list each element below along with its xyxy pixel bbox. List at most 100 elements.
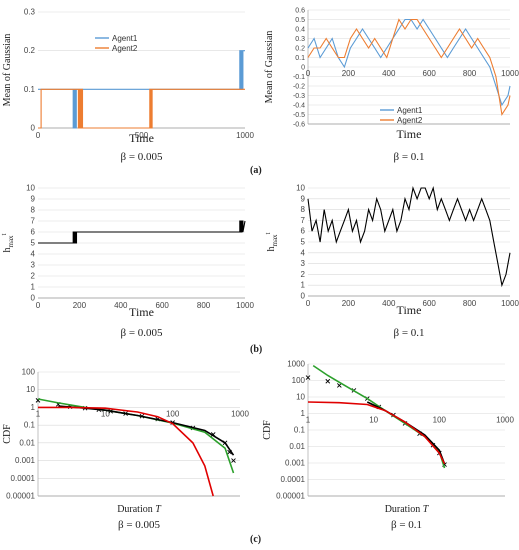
series-line-h bbox=[38, 220, 246, 244]
y-tick-label: 0.1 bbox=[294, 426, 306, 435]
x-tick-label: 400 bbox=[114, 301, 128, 310]
y-tick-label: 0.001 bbox=[285, 459, 306, 468]
legend-label: Agent1 bbox=[112, 34, 138, 43]
series-line-Agent2 bbox=[307, 18, 511, 117]
y-tick-label: 0.6 bbox=[295, 8, 305, 15]
chart-caption: β = 0.1 bbox=[391, 519, 422, 531]
x-tick-label: 1 bbox=[36, 409, 41, 418]
y-tick-label: 0.2 bbox=[24, 46, 36, 55]
y-tick-label: 0.3 bbox=[24, 8, 36, 17]
x-tick-label: 0 bbox=[36, 301, 41, 310]
y-tick-label: 7 bbox=[301, 216, 306, 225]
x-tick-label: 1000 bbox=[496, 416, 514, 425]
x-axis-label: Duration T bbox=[385, 504, 430, 515]
x-tick-label: 1000 bbox=[236, 301, 254, 310]
x-tick-label: 0 bbox=[36, 131, 41, 140]
x-axis-label: Time bbox=[129, 131, 154, 145]
y-tick-label: 1 bbox=[31, 283, 36, 292]
y-tick-label: 0.01 bbox=[19, 438, 35, 447]
x-tick-label: 200 bbox=[73, 301, 87, 310]
x-tick-label: 10 bbox=[101, 409, 110, 418]
y-tick-label: 0 bbox=[301, 65, 305, 72]
series-line-Agent2 bbox=[38, 88, 245, 129]
y-tick-label: 9 bbox=[31, 195, 36, 204]
y-tick-label: 4 bbox=[301, 248, 306, 257]
y-tick-label: 7 bbox=[31, 217, 36, 226]
x-axis-label: Time bbox=[397, 303, 422, 317]
x-tick-label: 10 bbox=[369, 416, 378, 425]
y-tick-label: 1 bbox=[301, 281, 306, 290]
chart-caption: β = 0.005 bbox=[120, 327, 163, 339]
x-tick-label: 1000 bbox=[501, 299, 519, 308]
series-line-fit-red bbox=[307, 401, 446, 465]
y-tick-label: 0.001 bbox=[15, 456, 36, 465]
y-axis-label: CDF bbox=[262, 420, 273, 440]
y-tick-label: 0.00001 bbox=[276, 492, 305, 501]
y-tick-label: 6 bbox=[31, 228, 36, 237]
legend-label: Agent2 bbox=[397, 116, 423, 125]
y-tick-label: 0 bbox=[31, 294, 36, 303]
x-tick-label: 0 bbox=[306, 69, 311, 78]
y-tick-label: 1 bbox=[31, 403, 36, 412]
y-tick-label: 0.01 bbox=[289, 442, 305, 451]
x-tick-label: 500 bbox=[135, 131, 149, 140]
y-axis-label: CDF bbox=[2, 424, 13, 444]
y-tick-label: 10 bbox=[296, 393, 305, 402]
y-tick-label: 0.1 bbox=[24, 421, 36, 430]
y-tick-label: 0.2 bbox=[295, 46, 305, 53]
y-tick-label: 10 bbox=[296, 184, 305, 193]
y-tick-label: 2 bbox=[301, 270, 306, 279]
y-tick-label: 0.4 bbox=[295, 27, 305, 34]
x-tick-label: 1000 bbox=[231, 409, 249, 418]
panel-label-b: (b) bbox=[250, 344, 263, 355]
data-point bbox=[337, 383, 342, 388]
x-tick-label: 600 bbox=[156, 301, 170, 310]
y-tick-label: 9 bbox=[301, 194, 306, 203]
x-tick-label: 1000 bbox=[501, 69, 519, 78]
y-tick-label: 5 bbox=[31, 239, 36, 248]
data-point bbox=[231, 458, 236, 463]
y-tick-label: -0.5 bbox=[293, 112, 305, 119]
panel-label-c: (c) bbox=[250, 534, 262, 545]
y-tick-label: 0.1 bbox=[24, 85, 36, 94]
x-tick-label: 600 bbox=[423, 69, 437, 78]
y-tick-label: 0.0001 bbox=[11, 474, 36, 483]
x-axis-label: Time bbox=[397, 127, 422, 141]
y-tick-label: 0.1 bbox=[295, 55, 305, 62]
y-tick-label: -0.1 bbox=[293, 74, 305, 81]
series-line-fit-red bbox=[38, 406, 214, 497]
series-line-fit-green bbox=[37, 398, 235, 474]
y-tick-label: 2 bbox=[31, 272, 36, 281]
y-axis-label: hmaxt bbox=[264, 232, 279, 251]
y-tick-label: -0.3 bbox=[293, 93, 305, 100]
chart-a-right: 0.60.50.40.30.20.10-0.1-0.2-0.3-0.4-0.5-… bbox=[264, 8, 519, 164]
x-tick-label: 800 bbox=[463, 299, 477, 308]
x-tick-label: 100 bbox=[166, 409, 180, 418]
x-tick-label: 0 bbox=[306, 299, 311, 308]
series-line-fit-black bbox=[366, 401, 446, 465]
y-tick-label: 100 bbox=[292, 376, 306, 385]
y-tick-label: 1 bbox=[301, 409, 306, 418]
x-axis-label: Duration T bbox=[117, 504, 162, 515]
series-line-h bbox=[307, 185, 511, 288]
y-tick-label: 3 bbox=[301, 259, 306, 268]
x-tick-label: 200 bbox=[342, 69, 356, 78]
y-tick-label: 3 bbox=[31, 261, 36, 270]
y-tick-label: 0.0001 bbox=[281, 475, 306, 484]
y-tick-label: 0.3 bbox=[295, 36, 305, 43]
series-line-fit-green bbox=[312, 364, 446, 469]
x-tick-label: 600 bbox=[423, 299, 437, 308]
y-tick-label: 4 bbox=[31, 250, 36, 259]
y-tick-label: 100 bbox=[22, 368, 36, 377]
x-tick-label: 100 bbox=[433, 416, 447, 425]
y-tick-label: 10 bbox=[26, 385, 35, 394]
data-point bbox=[305, 375, 311, 380]
x-tick-label: 1000 bbox=[236, 131, 254, 140]
y-tick-label: 8 bbox=[31, 206, 36, 215]
data-point bbox=[325, 378, 331, 384]
series-line-Agent1 bbox=[307, 18, 511, 107]
y-axis-label: Mean of Gaussian bbox=[2, 34, 13, 107]
